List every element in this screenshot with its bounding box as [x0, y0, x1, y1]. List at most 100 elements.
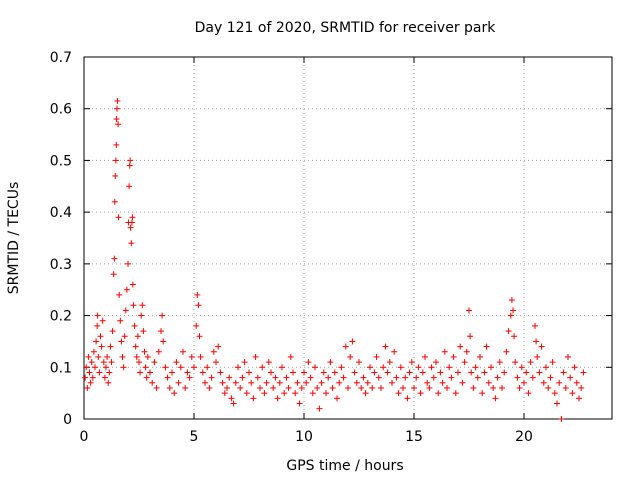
- data-point: [386, 359, 393, 366]
- data-point: [342, 343, 349, 350]
- data-point: [375, 374, 382, 381]
- data-point: [327, 359, 334, 366]
- data-point: [184, 369, 191, 376]
- data-point: [95, 353, 102, 360]
- data-point: [309, 390, 316, 397]
- data-point: [466, 307, 472, 314]
- data-point: [362, 390, 369, 397]
- data-point: [298, 384, 305, 391]
- data-point: [508, 297, 515, 304]
- data-point: [230, 400, 237, 407]
- data-point: [182, 384, 189, 391]
- data-point: [84, 384, 91, 391]
- data-point: [103, 364, 109, 371]
- data-point: [305, 359, 312, 366]
- y-tick-label: 0.4: [50, 205, 72, 221]
- x-tick-label: 0: [80, 429, 89, 445]
- data-point: [558, 416, 565, 422]
- data-point: [206, 384, 213, 391]
- data-point: [479, 390, 486, 397]
- data-point: [125, 260, 131, 267]
- data-point: [97, 333, 104, 340]
- data-point: [158, 328, 164, 335]
- data-point: [571, 364, 578, 371]
- data-point: [404, 395, 411, 402]
- y-tick-label: 0.6: [50, 102, 72, 118]
- data-point: [115, 121, 122, 128]
- data-point: [196, 333, 203, 340]
- data-point: [160, 338, 167, 345]
- data-point: [334, 395, 340, 402]
- data-point: [411, 384, 417, 391]
- y-tick-label: 0.2: [50, 309, 72, 325]
- data-point: [496, 359, 503, 366]
- data-point: [378, 384, 384, 391]
- data-point: [106, 369, 113, 376]
- data-point: [132, 343, 139, 350]
- data-point: [180, 348, 186, 355]
- data-point: [419, 369, 426, 376]
- data-point: [235, 364, 241, 371]
- axis-ticks: [83, 56, 612, 420]
- data-point: [545, 384, 552, 391]
- data-point: [89, 374, 96, 381]
- data-point: [104, 353, 111, 360]
- data-point: [107, 343, 114, 350]
- data-point: [137, 369, 144, 376]
- data-point: [567, 374, 574, 381]
- data-point: [433, 359, 439, 366]
- data-point: [437, 369, 444, 376]
- data-point: [272, 374, 279, 381]
- data-point: [347, 353, 354, 360]
- data-point: [294, 379, 301, 386]
- data-point: [87, 379, 94, 386]
- data-point: [111, 255, 118, 262]
- data-point: [400, 384, 406, 391]
- data-point: [126, 162, 133, 169]
- data-point: [320, 369, 327, 376]
- data-point: [188, 353, 195, 360]
- data-point: [281, 390, 288, 397]
- data-point: [340, 374, 347, 381]
- data-point: [512, 359, 519, 366]
- data-point: [136, 359, 142, 366]
- data-point: [90, 348, 97, 355]
- data-point: [499, 384, 505, 391]
- data-point: [518, 364, 525, 371]
- data-point: [195, 302, 202, 309]
- data-point: [268, 369, 274, 376]
- data-point: [481, 369, 488, 376]
- data-point: [402, 374, 409, 381]
- data-point: [108, 359, 115, 366]
- data-point: [459, 379, 466, 386]
- data-point: [149, 379, 156, 386]
- data-point: [202, 379, 208, 386]
- data-point: [448, 374, 455, 381]
- x-tick-label: 15: [405, 429, 423, 445]
- data-point: [252, 353, 259, 360]
- data-point: [323, 390, 329, 397]
- x-tick-labels: 0 5 10 15 20: [80, 429, 533, 445]
- data-point: [128, 219, 135, 226]
- data-point: [164, 374, 171, 381]
- data-point: [470, 384, 477, 391]
- data-point: [490, 384, 497, 391]
- data-point: [439, 379, 446, 386]
- data-point: [113, 141, 120, 148]
- data-point: [259, 364, 266, 371]
- data-point: [444, 384, 450, 391]
- data-point: [257, 384, 263, 391]
- plot-frame: [83, 56, 613, 420]
- data-point: [371, 369, 378, 376]
- data-point: [123, 286, 130, 293]
- data-point: [523, 369, 530, 376]
- data-point: [276, 379, 283, 386]
- data-point: [428, 364, 435, 371]
- data-point: [406, 369, 413, 376]
- data-point: [153, 384, 160, 391]
- data-point: [367, 364, 373, 371]
- data-point: [204, 364, 211, 371]
- data-point: [408, 359, 415, 366]
- data-point: [274, 395, 281, 402]
